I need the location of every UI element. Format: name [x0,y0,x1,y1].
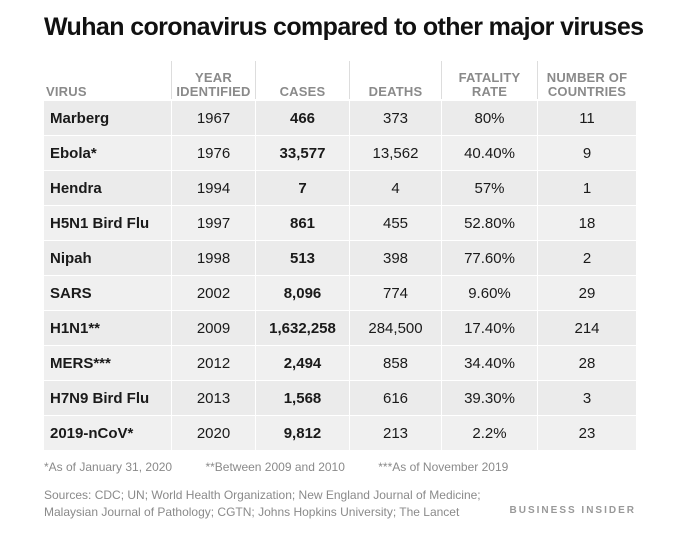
cell-fatality-rate: 34.40% [442,346,538,380]
cell-cases: 8,096 [256,276,350,310]
virus-table: VIRUS YEAR IDENTIFIED CASES DEATHS FATAL… [44,61,636,451]
cell-year-identified: 1997 [172,206,256,240]
header-year-identified: YEAR IDENTIFIED [172,61,256,99]
cell-year-identified: 1998 [172,241,256,275]
cell-virus: H5N1 Bird Flu [44,206,172,240]
header-number-of-countries: NUMBER OF COUNTRIES [546,70,628,99]
cell-virus: MERS*** [44,346,172,380]
cell-virus: Ebola* [44,136,172,170]
cell-deaths: 455 [350,206,442,240]
chart-title: Wuhan coronavirus compared to other majo… [44,13,644,41]
cell-number-of-countries: 2 [582,249,592,267]
table-row: SARS 2002 8,096 774 9.60% 29 [44,276,636,311]
cell-fatality-rate: 2.2% [442,416,538,450]
cell-number-of-countries: 3 [582,389,592,407]
cell-number-of-countries: 18 [578,214,596,232]
header-deaths: DEATHS [350,61,442,99]
cell-virus: Hendra [44,171,172,205]
footnote-2: **Between 2009 and 2010 [205,460,345,474]
cell-year-identified: 1976 [172,136,256,170]
table-row: MERS*** 2012 2,494 858 34.40% 28 [44,346,636,381]
sources-line-1: Sources: CDC; UN; World Health Organizat… [44,488,481,502]
cell-year-identified: 1994 [172,171,256,205]
cell-deaths: 4 [350,171,442,205]
cell-cases: 2,494 [256,346,350,380]
cell-fatality-rate: 77.60% [442,241,538,275]
header-virus: VIRUS [44,61,172,99]
cell-year-identified: 2002 [172,276,256,310]
table-body: Marberg 1967 466 373 80% 11 Ebola* 1976 33,577 13… [44,101,636,451]
cell-virus: H1N1** [44,311,172,345]
cell-number-of-countries: 29 [578,284,596,302]
sources-line-2: Malaysian Journal of Pathology; CGTN; Jo… [44,505,460,519]
cell-fatality-rate: 17.40% [442,311,538,345]
cell-year-identified: 2009 [172,311,256,345]
cell-number-of-countries: 11 [579,109,595,127]
cell-cases: 7 [256,171,350,205]
cell-year-identified: 2012 [172,346,256,380]
cell-virus: SARS [44,276,172,310]
cell-cases: 466 [256,101,350,135]
cell-cases: 513 [256,241,350,275]
table-row: Marberg 1967 466 373 80% 11 [44,101,636,136]
table-row: H5N1 Bird Flu 1997 861 455 52.80% 18 [44,206,636,241]
header-fatality-rate: FATALITY RATE [442,61,538,99]
cell-fatality-rate: 9.60% [442,276,538,310]
cell-fatality-rate: 52.80% [442,206,538,240]
header-cases: CASES [256,61,350,99]
cell-cases: 1,632,258 [256,311,350,345]
cell-year-identified: 2013 [172,381,256,415]
table-row: Ebola* 1976 33,577 13,562 40.40% 9 [44,136,636,171]
cell-deaths: 858 [350,346,442,380]
footnote-3: ***As of November 2019 [378,460,509,474]
brand-logo: BUSINESS INSIDER [509,505,636,516]
cell-virus: 2019-nCoV* [44,416,172,450]
table-row: Hendra 1994 7 4 57% 1 [44,171,636,206]
table-header-row: VIRUS YEAR IDENTIFIED CASES DEATHS FATAL… [44,61,636,101]
table-row: H1N1** 2009 1,632,258 284,500 17.40% 214 [44,311,636,346]
cell-cases: 9,812 [256,416,350,450]
cell-deaths: 616 [350,381,442,415]
cell-number-of-countries: 28 [578,354,596,372]
cell-year-identified: 2020 [172,416,256,450]
cell-cases: 33,577 [256,136,350,170]
cell-number-of-countries: 214 [574,319,600,337]
cell-deaths: 398 [350,241,442,275]
cell-virus: H7N9 Bird Flu [44,381,172,415]
table-row: H7N9 Bird Flu 2013 1,568 616 39.30% 3 [44,381,636,416]
footnote-1: *As of January 31, 2020 [44,460,173,474]
cell-deaths: 373 [350,101,442,135]
cell-deaths: 13,562 [350,136,442,170]
cell-virus: Nipah [44,241,172,275]
table-row: Nipah 1998 513 398 77.60% 2 [44,241,636,276]
cell-number-of-countries: 1 [582,179,592,197]
cell-virus: Marberg [44,101,172,135]
cell-cases: 1,568 [256,381,350,415]
cell-deaths: 284,500 [350,311,442,345]
cell-deaths: 213 [350,416,442,450]
cell-deaths: 774 [350,276,442,310]
cell-fatality-rate: 39.30% [442,381,538,415]
table-row: 2019-nCoV* 2020 9,812 213 2.2% 23 [44,416,636,451]
cell-cases: 861 [256,206,350,240]
cell-fatality-rate: 40.40% [442,136,538,170]
cell-fatality-rate: 57% [442,171,538,205]
cell-year-identified: 1967 [172,101,256,135]
cell-fatality-rate: 80% [442,101,538,135]
footnotes: *As of January 31, 2020 **Between 2009 a… [44,460,538,474]
cell-number-of-countries: 9 [582,144,592,162]
cell-number-of-countries: 23 [578,424,596,442]
sources: Sources: CDC; UN; World Health Organizat… [44,487,481,521]
